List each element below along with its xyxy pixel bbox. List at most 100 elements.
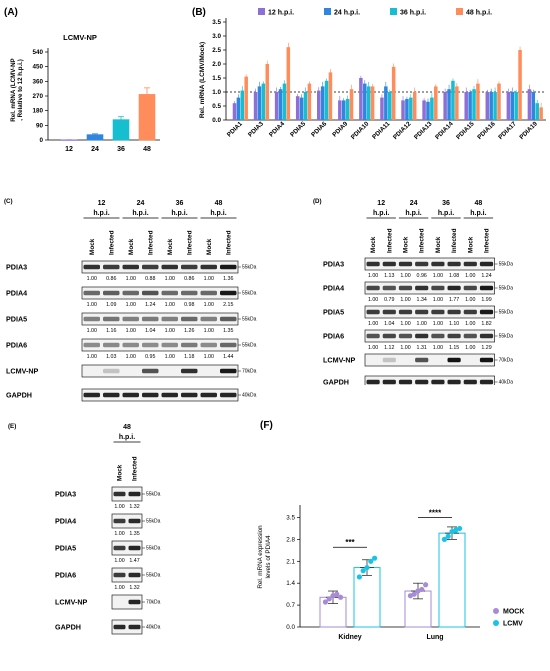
blot-band [382, 357, 396, 363]
b-ytick-label: 1.5 [212, 75, 221, 82]
blot-ratio: 2.15 [223, 302, 233, 308]
blot-band [447, 285, 461, 291]
blot-protein-label: PDIA5 [55, 544, 76, 553]
blot-ratio: 1.12 [384, 345, 394, 351]
a-ytick-label: 0 [39, 137, 43, 144]
blot-ratio: 1.24 [145, 302, 155, 308]
blot-ratio: 1.09 [106, 302, 116, 308]
b-bar [317, 90, 321, 120]
blot-ratio: 1.04 [384, 321, 394, 327]
f-legend-marker [493, 608, 499, 614]
b-bar [341, 100, 346, 120]
blot-band [128, 572, 141, 578]
a-ytick-label: 360 [32, 78, 43, 85]
panel-d: (D) 12 h.p.i. 24 h.p.i. 36 h.p.i. 48 h.p.i. Mock… [313, 198, 513, 385]
blot-band [103, 264, 120, 270]
b-bar [370, 86, 375, 120]
b-xtick-label: PDIA1 [226, 120, 244, 138]
blot-ratio: 1.82 [481, 321, 491, 327]
blot-band [463, 333, 477, 339]
blot-ratio: 1.00 [433, 345, 443, 351]
panel-a-ylabel-2: , Relative to 12 h.p.i.) [17, 59, 24, 121]
blot-kda-marker: 40kDa [242, 393, 257, 399]
blot-ratio: 1.08 [449, 273, 459, 279]
blot-band [382, 379, 396, 385]
b-bar [244, 76, 248, 120]
b-legend-label: 24 h.p.i. [334, 10, 360, 17]
blot-ratio: 1.00 [114, 504, 124, 510]
blot-ratio: 1.44 [223, 354, 233, 360]
b-legend-swatch [390, 8, 397, 15]
blot-protein-label: LCMV-NP [55, 598, 88, 607]
b-xtick-label: PDIA4 [268, 120, 286, 138]
blot-ratio: 1.00 [368, 297, 378, 303]
b-bar [422, 100, 426, 120]
blot-band [83, 290, 100, 296]
b-legend-swatch [258, 8, 265, 15]
blot-band [479, 379, 494, 385]
b-bar [497, 83, 501, 120]
b-legend-swatch [324, 8, 331, 15]
panel-a-plot: 0 90 180 270 360 450 540 12 24 36 48 [32, 48, 160, 153]
f-data-point [364, 564, 370, 571]
f-legend-label: LCMV [503, 621, 523, 628]
blot-band [142, 342, 159, 348]
blot-band [463, 379, 477, 385]
b-xtick-label: PDIA10 [350, 120, 371, 141]
b-bar [328, 72, 333, 120]
blot-ratio: 1.15 [449, 345, 459, 351]
f-xtick-label: Kidney [338, 634, 361, 641]
panel-a: (A) LCMV-NP 0 90 180 270 360 450 540 12 24 36 48 R… [4, 7, 160, 153]
blot-band [479, 333, 494, 339]
b-bar [391, 66, 396, 120]
b-bar [430, 97, 434, 120]
blot-band [479, 357, 494, 363]
blot-ratio: 1.00 [400, 345, 410, 351]
panel-a-ylabel-1: Rel. mRNA (LCMV-NP [10, 58, 17, 121]
b-bar [303, 92, 308, 120]
panel-d-blot: 12 h.p.i. 24 h.p.i. 36 h.p.i. 48 h.p.i. Mock Infe… [323, 200, 513, 385]
blot-ratio: 0.98 [184, 302, 194, 308]
blot-band [220, 290, 237, 296]
blot-band [366, 285, 380, 291]
blot-band [161, 264, 178, 270]
b-bar [493, 92, 497, 120]
b-bar [518, 50, 522, 120]
blot-kda-marker: 55kDa [499, 286, 514, 292]
blot-band [463, 309, 477, 315]
blot-band [382, 261, 396, 267]
blot-band [161, 316, 178, 322]
blot-band [142, 264, 159, 270]
blot-lane-label: Infected [386, 228, 393, 253]
blot-band [463, 285, 477, 291]
blot-lane-label: Mock [206, 238, 213, 255]
blot-hpi: h.p.i. [470, 210, 486, 217]
f-data-point [368, 558, 374, 564]
blot-band [398, 333, 413, 339]
blot-protein-label: PDIA4 [323, 284, 344, 293]
blot-band [142, 392, 159, 398]
blot-hpi: h.p.i. [405, 210, 421, 217]
b-bar [409, 97, 413, 120]
b-xtick-label: PDIA12 [392, 120, 413, 141]
blot-band [103, 392, 120, 398]
blot-ratio: 1.77 [449, 297, 459, 303]
b-bar [539, 107, 543, 120]
blot-band [113, 518, 126, 524]
b-xtick-label: PDIA13 [413, 120, 434, 141]
blot-ratio: 1.31 [417, 345, 427, 351]
blot-ratio: 1.00 [126, 302, 136, 308]
b-bar [405, 99, 409, 120]
b-bar [282, 83, 287, 120]
blot-ratio: 1.00 [114, 585, 124, 591]
blot-ratio: 1.00 [204, 302, 214, 308]
panel-c: (C) 12 h.p.i. 24 h.p.i. 36 h.p.i. 48 h.p.i. Mock… [4, 198, 257, 402]
b-ytick-label: 3.5 [212, 19, 221, 26]
blot-band [447, 357, 461, 363]
blot-band [366, 379, 380, 385]
b-bar [295, 96, 300, 120]
a-ytick-label: 180 [32, 108, 43, 115]
blot-band [220, 342, 237, 348]
b-bar [338, 100, 342, 120]
panel-d-letter: (D) [313, 198, 322, 205]
